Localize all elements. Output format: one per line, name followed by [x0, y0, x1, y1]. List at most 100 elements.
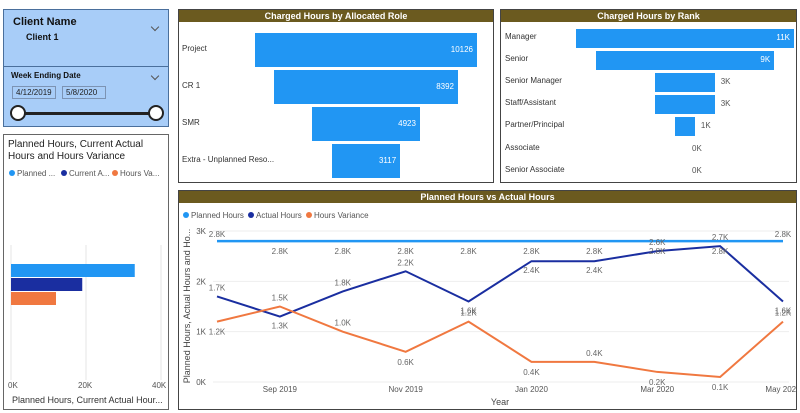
- category-label: SMR: [182, 118, 200, 127]
- legend-planned-hours[interactable]: Planned Hours: [183, 211, 244, 220]
- x-tick-40k: 40K: [152, 381, 167, 390]
- role-chart: Charged Hours by Allocated Role Project 1…: [178, 9, 494, 183]
- category-label: Senior: [505, 54, 529, 64]
- legend-actual-hours[interactable]: Actual Hours: [248, 211, 302, 220]
- x-tick-label: Jan 2020: [515, 385, 548, 394]
- end-date-field[interactable]: 5/8/2020: [62, 86, 106, 99]
- bar-4: [675, 116, 695, 136]
- actual-data-label: 1.6K: [460, 306, 477, 315]
- planned-data-label: 2.8K: [649, 247, 666, 256]
- actual-data-label: 2.7K: [712, 233, 729, 242]
- planned-data-label: 2.8K: [272, 247, 289, 256]
- variance-data-label: 0.2K: [649, 378, 666, 387]
- small-bar-plot: [10, 245, 162, 380]
- role-chart-title: Charged Hours by Allocated Role: [179, 10, 493, 22]
- bar-1: [11, 278, 83, 291]
- bar-0: [576, 28, 794, 48]
- legend-current-actual[interactable]: Current A...: [61, 169, 109, 178]
- legend-dot-icon: [183, 212, 189, 218]
- legend-hours-variance[interactable]: Hours Variance: [306, 211, 369, 220]
- value-label: 0K: [692, 165, 702, 175]
- category-label: Project: [182, 44, 207, 53]
- variance-data-label: 1.2K: [209, 328, 226, 337]
- legend-hours-variance[interactable]: Hours Va...: [112, 169, 159, 178]
- range-end-handle[interactable]: [148, 105, 164, 121]
- bar-0: [11, 264, 135, 277]
- planned-actual-variance-chart: Planned Hours, Current Actual Hours and …: [3, 134, 169, 410]
- variance-data-label: 1.0K: [335, 319, 352, 328]
- chevron-down-icon[interactable]: [150, 71, 160, 81]
- x-tick-label: May 2020: [765, 385, 796, 394]
- value-label: 3K: [720, 77, 731, 87]
- rank-chart-title: Charged Hours by Rank: [501, 10, 796, 22]
- bar-3: [655, 94, 715, 114]
- y-tick-label: 0K: [196, 378, 206, 387]
- variance-data-label: 1.5K: [272, 294, 289, 303]
- x-tick-label: Sep 2019: [263, 385, 298, 394]
- actual-data-label: 2.4K: [523, 266, 540, 275]
- date-range-track[interactable]: [18, 112, 158, 115]
- value-label: 4923: [398, 119, 416, 128]
- legend-dot-icon: [112, 170, 118, 176]
- category-label: Extra - Unplanned Reso...: [182, 155, 275, 164]
- bar-2: [11, 292, 56, 305]
- range-start-handle[interactable]: [10, 105, 26, 121]
- client-slicer-title: Client Name: [13, 16, 77, 28]
- bar-1: [595, 50, 775, 70]
- variance-data-label: 0.6K: [397, 358, 414, 367]
- legend-dot-icon: [306, 212, 312, 218]
- planned-data-label: 2.8K: [586, 247, 603, 256]
- legend-dot-icon: [9, 170, 15, 176]
- variance-data-label: 0.4K: [523, 368, 540, 377]
- category-label: CR 1: [182, 81, 201, 90]
- category-label: Partner/Principal: [505, 120, 565, 130]
- y-tick-label: 2K: [196, 277, 206, 286]
- bar-1: [274, 70, 458, 104]
- planned-data-label: 2.8K: [712, 247, 729, 256]
- value-label: 8392: [436, 82, 454, 91]
- planned-data-label: 2.8K: [523, 247, 540, 256]
- category-label: Associate: [505, 142, 540, 152]
- actual-data-label: 2.6K: [649, 238, 666, 247]
- start-date-field[interactable]: 4/12/2019: [12, 86, 56, 99]
- planned-data-label: 2.8K: [397, 247, 414, 256]
- planned-vs-actual-chart: Planned Hours vs Actual Hours Planned Ho…: [178, 190, 797, 410]
- variance-data-label: 1.2K: [460, 309, 477, 318]
- planned-data-label: 2.8K: [460, 247, 477, 256]
- x-tick-label: Nov 2019: [389, 385, 424, 394]
- x-axis-label: Planned Hours, Current Actual Hour...: [12, 395, 163, 405]
- chevron-down-icon[interactable]: [150, 22, 160, 32]
- actual-data-label: 1.7K: [209, 283, 226, 292]
- category-label: Senior Associate: [505, 164, 565, 174]
- value-label: 1K: [700, 121, 711, 131]
- week-slicer-title: Week Ending Date: [11, 71, 81, 80]
- actual-data-label: 1.6K: [775, 306, 792, 315]
- value-label: 3117: [378, 156, 397, 165]
- x-tick-0k: 0K: [8, 381, 18, 390]
- series-line-1: [216, 245, 784, 318]
- x-tick-label: Mar 2020: [640, 385, 674, 394]
- actual-data-label: 1.3K: [272, 322, 289, 331]
- category-label: Manager: [505, 32, 537, 41]
- actual-data-label: 1.8K: [335, 278, 352, 287]
- client-selected-value[interactable]: Client 1: [26, 32, 59, 42]
- value-label: 10126: [450, 45, 473, 54]
- variance-data-label: 0.4K: [586, 349, 603, 358]
- category-label: Staff/Assistant: [505, 98, 556, 108]
- y-tick-label: 1K: [196, 328, 206, 337]
- y-axis-label: Planned Hours, Actual Hours and Ho...: [182, 229, 192, 384]
- variance-data-label: 0.1K: [712, 383, 729, 392]
- variance-data-label: 1.2K: [775, 309, 792, 318]
- bar-3: [331, 144, 401, 178]
- legend-planned[interactable]: Planned ...: [9, 169, 55, 178]
- planned-data-label: 2.8K: [209, 230, 226, 239]
- actual-data-label: 2.2K: [397, 258, 414, 267]
- week-ending-slicer[interactable]: Week Ending Date 4/12/2019 5/8/2020: [3, 66, 169, 127]
- value-label: 9K: [760, 55, 771, 65]
- rank-chart: Charged Hours by Rank Manager 11K Senior 9K…: [500, 9, 797, 183]
- value-label: 11K: [776, 33, 790, 42]
- bar-2: [655, 72, 715, 92]
- planned-data-label: 2.8K: [335, 247, 352, 256]
- chart-title: Planned Hours, Current Actual Hours and …: [8, 139, 144, 162]
- actual-data-label: 2.4K: [586, 266, 603, 275]
